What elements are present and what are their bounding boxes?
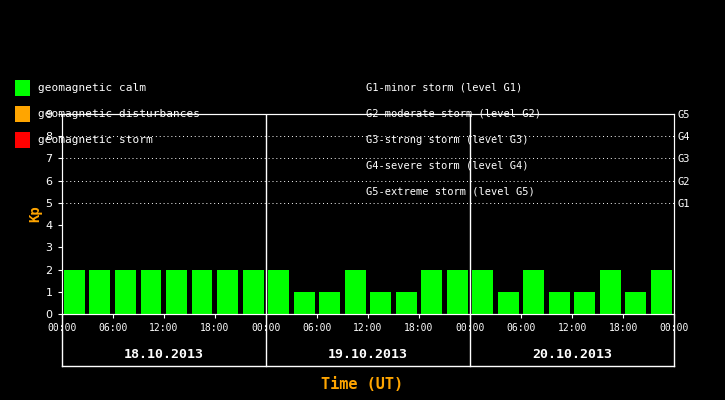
- Bar: [498, 292, 519, 314]
- Text: G1-minor storm (level G1): G1-minor storm (level G1): [366, 83, 523, 93]
- Text: 18.10.2013: 18.10.2013: [124, 348, 204, 360]
- Text: geomagnetic storm: geomagnetic storm: [38, 135, 152, 145]
- Bar: [64, 270, 85, 314]
- Bar: [574, 292, 595, 314]
- Bar: [344, 270, 365, 314]
- Bar: [473, 270, 493, 314]
- Bar: [268, 270, 289, 314]
- Bar: [243, 270, 263, 314]
- Bar: [600, 270, 621, 314]
- Text: G5-extreme storm (level G5): G5-extreme storm (level G5): [366, 187, 535, 197]
- Bar: [89, 270, 110, 314]
- Bar: [115, 270, 136, 314]
- Text: 19.10.2013: 19.10.2013: [328, 348, 408, 360]
- Bar: [651, 270, 672, 314]
- Bar: [421, 270, 442, 314]
- Text: 20.10.2013: 20.10.2013: [532, 348, 612, 360]
- Text: G2-moderate storm (level G2): G2-moderate storm (level G2): [366, 109, 541, 119]
- Bar: [396, 292, 417, 314]
- Bar: [549, 292, 570, 314]
- Text: G3-strong storm (level G3): G3-strong storm (level G3): [366, 135, 529, 145]
- Bar: [447, 270, 468, 314]
- Bar: [523, 270, 544, 314]
- Bar: [370, 292, 392, 314]
- Bar: [217, 270, 238, 314]
- Bar: [191, 270, 212, 314]
- Bar: [166, 270, 187, 314]
- Text: Time (UT): Time (UT): [321, 377, 404, 392]
- Bar: [141, 270, 162, 314]
- Bar: [626, 292, 647, 314]
- Bar: [319, 292, 340, 314]
- Bar: [294, 292, 315, 314]
- Text: geomagnetic calm: geomagnetic calm: [38, 83, 146, 93]
- Y-axis label: Kp: Kp: [29, 206, 43, 222]
- Text: G4-severe storm (level G4): G4-severe storm (level G4): [366, 161, 529, 171]
- Text: geomagnetic disturbances: geomagnetic disturbances: [38, 109, 199, 119]
